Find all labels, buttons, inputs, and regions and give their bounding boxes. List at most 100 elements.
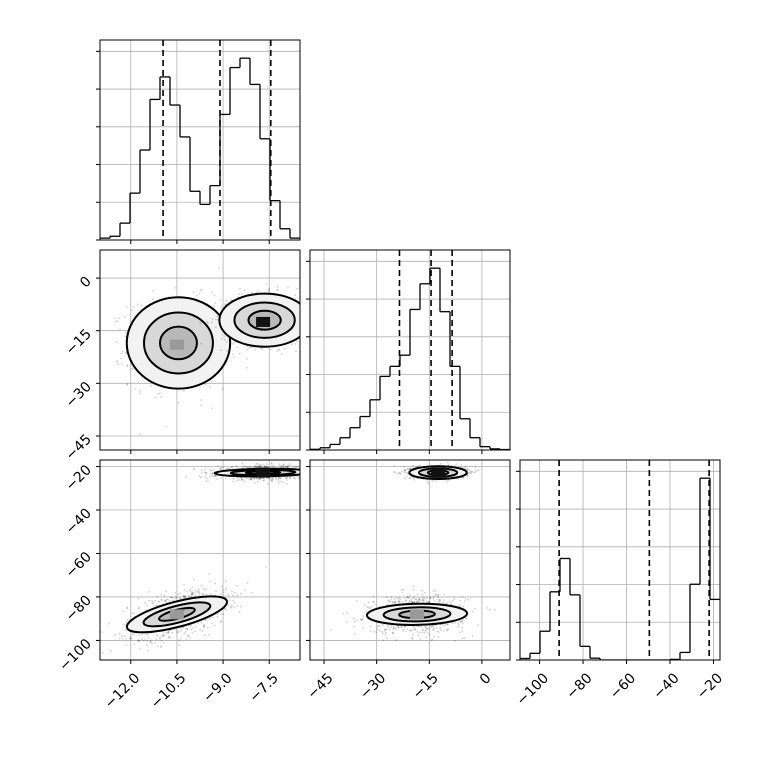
scatter-point (236, 466, 238, 468)
scatter-point (258, 465, 261, 467)
scatter-point (243, 289, 246, 292)
scatter-point (402, 589, 405, 591)
scatter-point (156, 604, 158, 607)
scatter-point (397, 598, 400, 600)
scatter-point (192, 467, 195, 470)
scatter-point (260, 347, 263, 350)
scatter-point (242, 465, 245, 467)
scatter-point (236, 605, 239, 608)
scatter-point (413, 627, 416, 630)
scatter-point (137, 381, 140, 383)
scatter-point (167, 631, 170, 634)
scatter-point (236, 594, 239, 597)
scatter-point (216, 478, 219, 481)
scatter-point (243, 480, 246, 483)
scatter-point (160, 599, 163, 601)
scatter-point (411, 629, 413, 631)
scatter-point (201, 593, 204, 595)
scatter-point (447, 461, 449, 464)
scatter-point (397, 626, 400, 629)
scatter-point (149, 639, 152, 642)
scatter-point (124, 316, 126, 318)
scatter-point (418, 599, 421, 601)
scatter-point (167, 598, 169, 601)
scatter-point (202, 623, 205, 626)
scatter-point (118, 317, 121, 320)
scatter-point (167, 631, 170, 633)
scatter-point (418, 597, 420, 600)
scatter-point (266, 463, 268, 466)
scatter-point (172, 599, 175, 602)
scatter-point (459, 621, 462, 623)
scatter-point (267, 290, 270, 292)
scatter-point (264, 465, 267, 468)
scatter-point (225, 477, 227, 480)
scatter-point (428, 627, 431, 630)
scatter-point (233, 477, 236, 480)
scatter-point (197, 591, 200, 594)
panel-background (520, 460, 720, 660)
scatter-point (118, 637, 121, 640)
scatter-point (144, 609, 147, 611)
scatter-point (128, 637, 131, 640)
scatter-point (121, 363, 124, 365)
scatter-point (220, 593, 222, 595)
scatter-point (451, 622, 454, 625)
scatter-point (191, 631, 194, 634)
scatter-point (224, 339, 226, 341)
scatter-point (488, 608, 491, 611)
scatter-point (271, 477, 274, 479)
scatter-point (253, 465, 256, 468)
scatter-point (466, 468, 469, 471)
scatter-point (163, 600, 166, 602)
scatter-point (201, 584, 204, 587)
scatter-point (206, 626, 209, 629)
scatter-point (194, 591, 197, 594)
scatter-point (211, 472, 214, 475)
scatter-point (115, 341, 118, 343)
scatter-point (383, 628, 386, 631)
scatter-point (124, 629, 127, 632)
scatter-point (156, 645, 159, 648)
scatter-point (259, 477, 262, 479)
scatter-point (189, 590, 192, 592)
scatter-point (250, 477, 253, 480)
scatter-point (160, 593, 163, 596)
scatter-point (254, 348, 257, 351)
scatter-point (160, 639, 163, 642)
scatter-point (352, 625, 355, 628)
scatter-point (205, 593, 208, 596)
scatter-point (187, 594, 190, 597)
scatter-point (414, 629, 417, 632)
scatter-point (246, 466, 249, 469)
scatter-point (413, 600, 416, 603)
scatter-point (147, 636, 150, 639)
scatter-point (277, 479, 280, 481)
scatter-point (159, 392, 161, 395)
scatter-point (223, 335, 226, 338)
scatter-point (277, 289, 280, 291)
scatter-point (460, 620, 463, 623)
scatter-point (294, 294, 297, 296)
scatter-point (432, 628, 435, 631)
panel-frame (519, 459, 721, 661)
scatter-point (279, 465, 281, 468)
scatter-point (154, 599, 157, 602)
scatter-point (282, 466, 285, 468)
scatter-point (203, 626, 205, 629)
scatter-point (229, 467, 232, 469)
scatter-point (125, 621, 128, 624)
scatter-point (395, 639, 398, 642)
scatter-point (388, 628, 391, 631)
scatter-point (205, 473, 208, 476)
scatter-point (101, 651, 104, 654)
scatter-point (432, 625, 434, 628)
scatter-point (412, 588, 415, 591)
scatter-point (418, 625, 420, 628)
scatter-point (205, 471, 208, 474)
scatter-point (165, 598, 168, 601)
scatter-point (126, 364, 129, 367)
scatter-point (330, 628, 332, 631)
scatter-point (225, 299, 228, 302)
scatter-point (342, 612, 345, 615)
